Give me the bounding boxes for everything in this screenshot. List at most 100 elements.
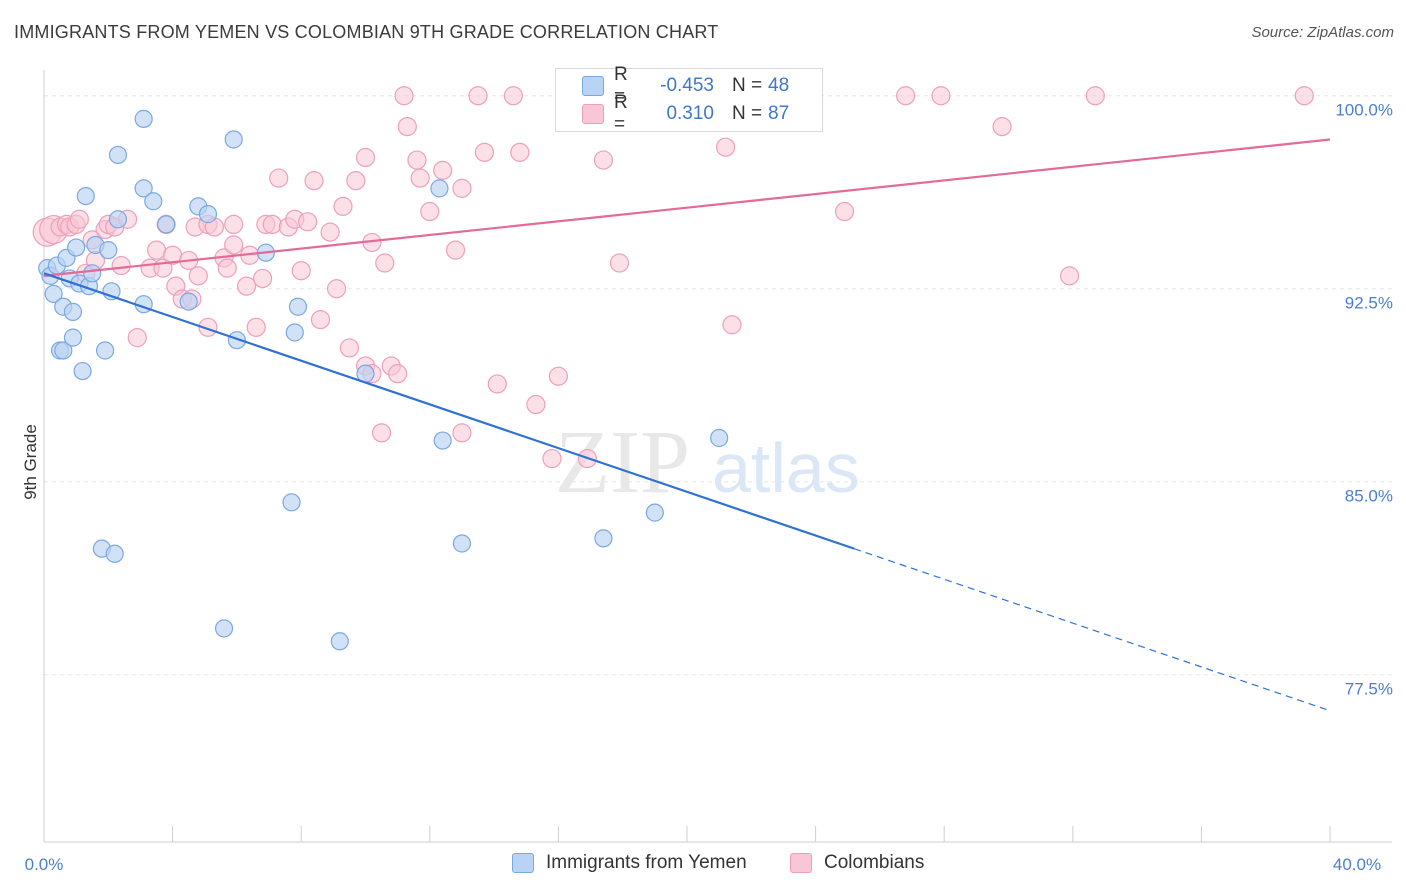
y-tick-label: 85.0% — [1345, 487, 1393, 506]
colombians-swatch — [790, 853, 812, 873]
yemen-point — [710, 428, 729, 448]
colombian-point — [388, 364, 408, 384]
colombian-point — [333, 196, 353, 216]
colombian-point — [253, 268, 273, 289]
yemen-point — [54, 341, 73, 360]
yemen-point — [288, 297, 308, 316]
colombian-point — [474, 142, 495, 162]
colombian-point — [452, 423, 472, 443]
legend-row-yemen: R = -0.453 N = 48 — [556, 64, 790, 107]
yemen-swatch — [582, 76, 604, 96]
y-tick-labels: 100.0% 92.5% 85.0% 77.5% — [1335, 101, 1393, 699]
colombian-point — [304, 171, 324, 191]
colombian-point — [896, 86, 916, 106]
colombian-point — [410, 168, 430, 188]
yemen-point — [144, 192, 163, 211]
axes — [43, 70, 1392, 843]
yemen-point — [198, 205, 218, 224]
colombian-point — [394, 86, 414, 106]
colombian-point — [127, 328, 147, 348]
colombian-point — [224, 235, 244, 255]
colombian-point — [548, 366, 569, 386]
colombian-point — [291, 261, 311, 281]
yemen-point — [44, 284, 63, 303]
legend-item-colombians[interactable]: Colombians — [790, 852, 924, 874]
yemen-point — [134, 109, 153, 128]
colombian-point — [375, 253, 395, 273]
yemen-point — [134, 179, 153, 198]
colombian-point — [722, 315, 742, 335]
colombian-point — [146, 240, 167, 260]
yemen-point — [99, 241, 118, 260]
colombian-point — [224, 214, 244, 234]
colombian-point — [346, 171, 366, 191]
colombian-point — [262, 214, 282, 234]
colombian-point — [452, 178, 472, 198]
colombian-point — [407, 150, 427, 170]
yemen-point — [224, 130, 243, 149]
watermark-atlas: atlas — [712, 429, 860, 507]
yemen-trend-extension — [853, 548, 1331, 712]
y-tick-label: 92.5% — [1345, 294, 1393, 313]
yemen-series — [38, 109, 729, 651]
colombian-point — [111, 255, 131, 276]
colombian-point — [542, 448, 562, 469]
stats-legend: R = -0.453 N = 48 R = 0.310 N = 87 — [555, 64, 823, 135]
r-value: -0.453 — [660, 75, 714, 96]
colombian-point — [487, 374, 507, 394]
colombian-point — [1294, 86, 1314, 106]
colombian-point — [834, 201, 855, 222]
colombian-point — [269, 168, 289, 188]
colombian-point — [310, 310, 331, 330]
colombian-point — [298, 212, 318, 232]
colombian-point — [371, 423, 392, 443]
yemen-point — [95, 341, 115, 360]
yemen-point — [83, 264, 102, 283]
y-tick-label: 100.0% — [1335, 101, 1393, 120]
source-label: Source: ZipAtlas.com — [1251, 24, 1394, 41]
colombian-point — [1085, 86, 1105, 106]
colombian-point — [339, 338, 360, 358]
yemen-swatch — [512, 853, 534, 873]
colombians-series — [32, 86, 1314, 469]
colombian-point — [931, 86, 951, 106]
colombian-point — [217, 258, 237, 278]
colombian-point — [326, 279, 347, 299]
n-value: 48 — [768, 75, 790, 96]
colombian-point — [715, 137, 736, 157]
y-axis-label: 9th Grade — [21, 424, 40, 500]
colombian-point — [420, 201, 440, 222]
yemen-point — [63, 302, 83, 321]
n-label: N = — [732, 103, 763, 124]
x-tick-label: 0.0% — [25, 855, 64, 874]
yemen-point — [63, 328, 83, 347]
colombians-swatch — [582, 104, 604, 124]
colombian-point — [433, 160, 453, 180]
yemen-point — [76, 186, 95, 206]
r-label: R = — [614, 92, 628, 135]
colombian-point — [609, 253, 630, 273]
colombians-trend-line — [43, 138, 1331, 277]
yemen-point — [179, 292, 198, 311]
yemen-point — [282, 493, 301, 512]
colombian-point — [246, 317, 266, 337]
watermark-zip: ZIP — [555, 413, 690, 512]
yemen-point — [67, 238, 86, 257]
colombian-point — [445, 240, 466, 260]
colombian-point — [188, 266, 208, 286]
yemen-point — [105, 544, 124, 563]
yemen-point — [108, 145, 128, 165]
yemen-point — [214, 619, 234, 638]
colombian-point — [593, 150, 614, 170]
chart-title: IMMIGRANTS FROM YEMEN VS COLOMBIAN 9TH G… — [14, 22, 719, 42]
colombian-point — [236, 276, 257, 296]
colombian-point — [468, 86, 488, 106]
yemen-point — [645, 503, 664, 522]
colombian-point — [510, 142, 530, 162]
legend-item-yemen[interactable]: Immigrants from Yemen — [512, 852, 747, 874]
series-legend: Immigrants from Yemen Colombians — [0, 852, 1406, 878]
yemen-point — [452, 534, 472, 553]
r-value: 0.310 — [666, 103, 714, 124]
yemen-trend-line — [43, 272, 855, 550]
